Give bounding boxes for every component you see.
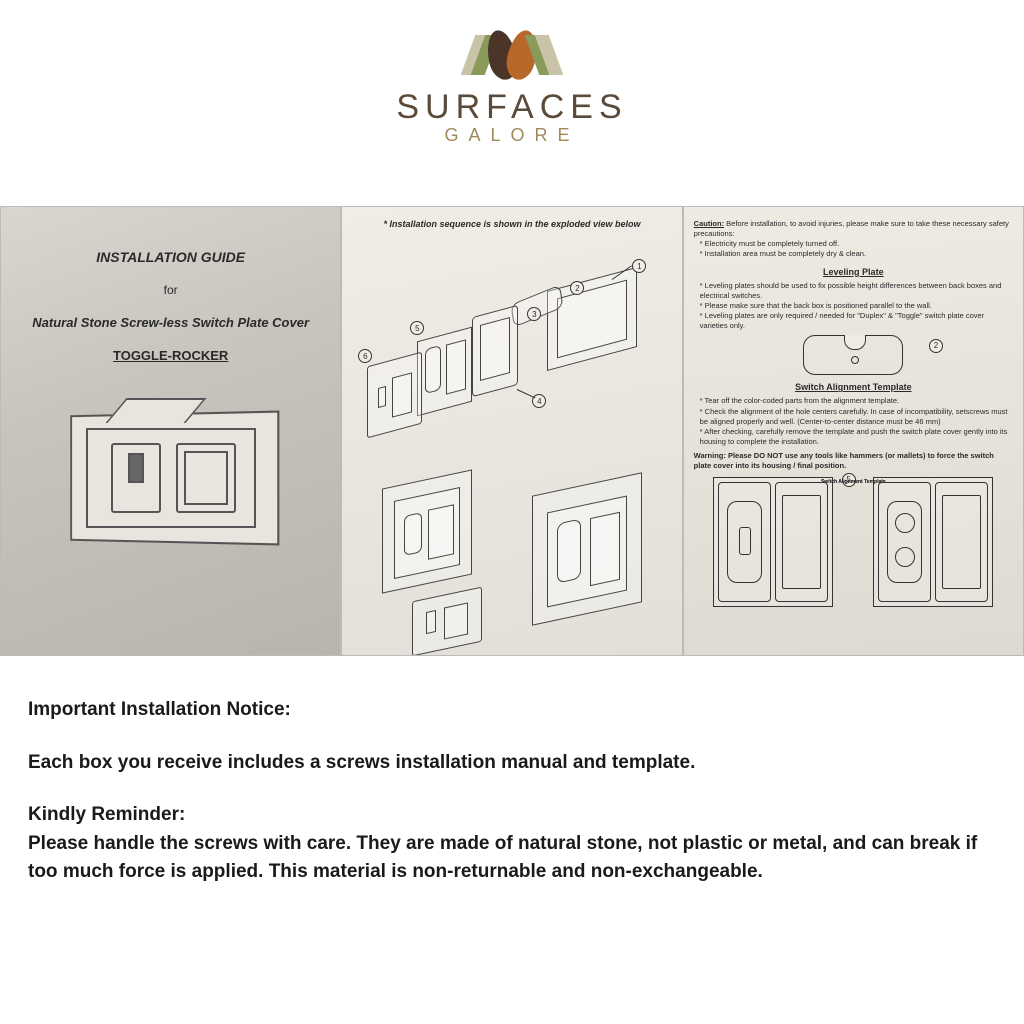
- leveling-item: Please make sure that the back box is po…: [700, 301, 1013, 311]
- alignment-item: Check the alignment of the hole centers …: [700, 407, 1013, 427]
- page-root: SURFACES GALORE INSTALLATION GUIDE for N…: [0, 0, 1024, 1024]
- template-diagram: Switch Alignment Template: [713, 477, 833, 607]
- reminder-heading: Kindly Reminder:: [28, 801, 996, 830]
- callout-label: 5: [410, 321, 424, 335]
- cover-diagram: [56, 393, 286, 553]
- alignment-item: Tear off the color-coded parts from the …: [700, 396, 1013, 406]
- alignment-list: Tear off the color-coded parts from the …: [694, 396, 1013, 447]
- template-diagrams: Switch Alignment Template Switch Alignme…: [694, 477, 1013, 607]
- reminder-body: Please handle the screws with care. They…: [28, 830, 996, 887]
- notice-block: Important Installation Notice: Each box …: [0, 656, 1024, 887]
- callout-label: 1: [632, 259, 646, 273]
- callout-label: 6: [358, 349, 372, 363]
- guide-for: for: [11, 283, 330, 297]
- leveling-item: Leveling plates are only required / need…: [700, 311, 1013, 331]
- guide-model: TOGGLE-ROCKER: [11, 348, 330, 363]
- panel-instructions: Caution: Before installation, to avoid i…: [683, 206, 1024, 656]
- caution-item: Installation area must be completely dry…: [700, 249, 1013, 259]
- panel-cover: INSTALLATION GUIDE for Natural Stone Scr…: [0, 206, 341, 656]
- guide-title: INSTALLATION GUIDE: [11, 249, 330, 265]
- exploded-title: * Installation sequence is shown in the …: [352, 219, 671, 229]
- template-diagram: Switch Alignment Template: [873, 477, 993, 607]
- brand-name-line2: GALORE: [444, 125, 579, 146]
- alignment-title: Switch Alignment Template: [694, 381, 1013, 393]
- leveling-list: Leveling plates should be used to fix po…: [694, 281, 1013, 332]
- exploded-diagram: 1 2 3 4 5 6: [352, 239, 671, 639]
- panel-exploded: * Installation sequence is shown in the …: [341, 206, 682, 656]
- callout-label: 2: [929, 339, 943, 353]
- caution-item: Electricity must be completely turned of…: [700, 239, 1013, 249]
- leveling-item: Leveling plates should be used to fix po…: [700, 281, 1013, 301]
- caution-intro: Before installation, to avoid injuries, …: [694, 219, 1009, 238]
- callout-label: 3: [527, 307, 541, 321]
- leveling-title: Leveling Plate: [694, 266, 1013, 278]
- notice-heading: Important Installation Notice:: [28, 696, 996, 725]
- notice-line: Each box you receive includes a screws i…: [28, 749, 996, 778]
- caution-heading: Caution:: [694, 219, 724, 228]
- warning-text: Warning: Please DO NOT use any tools lik…: [694, 451, 1013, 471]
- logo-mark: [468, 30, 556, 80]
- leveling-plate-diagram: [803, 335, 903, 375]
- brand-name-line1: SURFACES: [396, 88, 627, 127]
- guide-subtitle: Natural Stone Screw-less Switch Plate Co…: [11, 315, 330, 330]
- instruction-panels: INSTALLATION GUIDE for Natural Stone Scr…: [0, 206, 1024, 656]
- brand-logo: SURFACES GALORE: [0, 0, 1024, 166]
- caution-block: Caution: Before installation, to avoid i…: [694, 219, 1013, 260]
- alignment-item: After checking, carefully remove the tem…: [700, 427, 1013, 447]
